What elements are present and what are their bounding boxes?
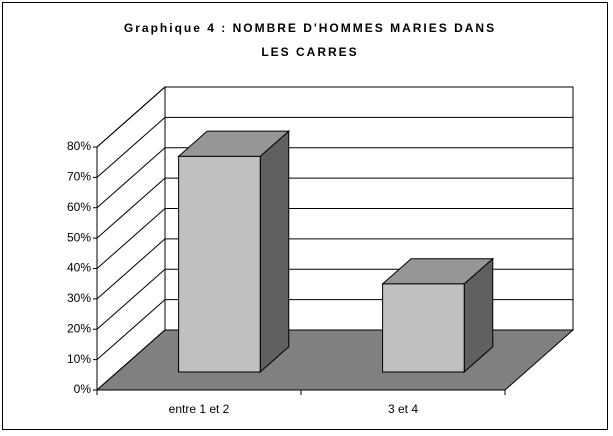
- y-tick-label: 80%: [67, 139, 91, 153]
- y-tick-label: 30%: [67, 291, 91, 305]
- y-tick-label: 0%: [74, 382, 92, 396]
- bar-side: [259, 130, 290, 374]
- y-tick-label: 20%: [67, 321, 91, 335]
- floor: [95, 329, 575, 391]
- y-tick-label: 50%: [67, 230, 91, 244]
- y-tick-label: 60%: [67, 200, 91, 214]
- bar: [382, 283, 465, 373]
- y-tick-label: 10%: [67, 352, 91, 366]
- x-tick-label: 3 et 4: [388, 402, 418, 416]
- grid-line: [96, 116, 573, 178]
- grid-line: [96, 177, 573, 239]
- grid-line: [96, 147, 573, 209]
- chart-title: Graphique 4 : NOMBRE D'HOMMES MARIES DAN…: [123, 21, 497, 59]
- x-tick-label: entre 1 et 2: [169, 402, 230, 416]
- grid-line: [96, 86, 573, 148]
- y-tick-label: 70%: [67, 170, 91, 184]
- grid-line: [96, 238, 573, 300]
- chart-frame: [2, 2, 608, 430]
- grid-line: [96, 208, 573, 269]
- y-tick-label: 40%: [67, 261, 91, 275]
- bar: [178, 155, 261, 373]
